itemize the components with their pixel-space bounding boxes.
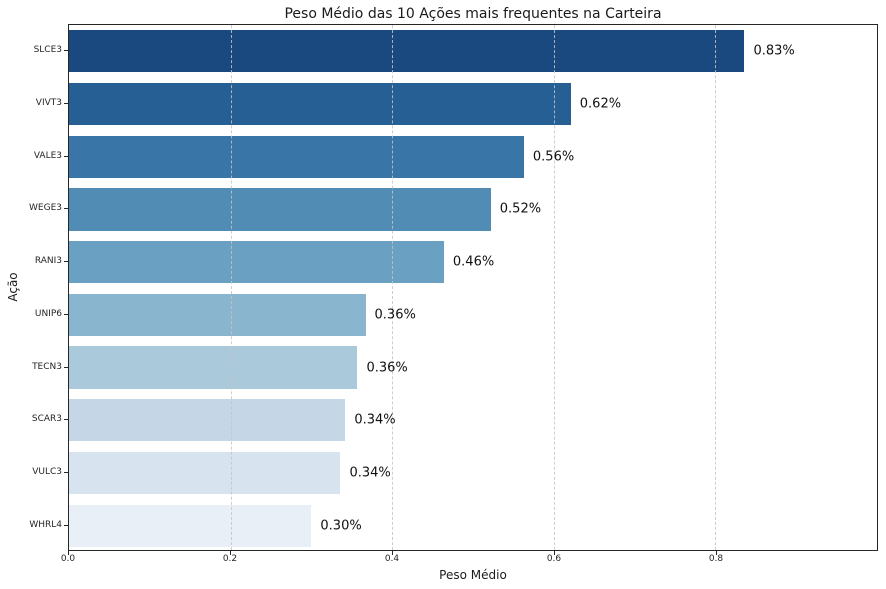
bar-VIVT3 [69,82,571,126]
ytick-mark-WHRL4 [64,524,68,526]
bar-UNIP6 [69,293,366,336]
xtick-label-0.8: 0.8 [708,554,724,564]
ytick-label-SLCE3: SLCE3 [33,45,62,56]
chart-title: Peso Médio das 10 Ações mais frequentes … [284,6,662,22]
ytick-label-VULC3: VULC3 [32,466,62,477]
gridline-x-0.8 [715,25,717,550]
ytick-mark-VULC3 [64,471,68,473]
bar-value-VALE3: 0.56% [532,149,575,165]
ytick-label-UNIP6: UNIP6 [34,308,62,319]
ytick-label-WEGE3: WEGE3 [29,203,62,214]
xtick-mark-0.4 [392,551,393,555]
ytick-mark-WEGE3 [64,208,68,210]
xtick-label-0.6: 0.6 [546,554,562,564]
ytick-label-RANI3: RANI3 [34,256,62,267]
bar-value-WHRL4: 0.30% [320,518,362,534]
ytick-mark-TECN3 [64,366,68,368]
ytick-label-VALE3: VALE3 [33,150,62,161]
bar-WEGE3 [69,188,491,231]
bar-value-SCAR3: 0.34% [354,412,396,428]
ytick-mark-SLCE3 [64,50,68,52]
x-axis-label: Peso Médio [439,568,507,582]
bar-value-SLCE3: 0.83% [753,43,795,59]
ytick-mark-UNIP6 [64,313,68,315]
bar-SLCE3 [69,30,745,73]
ytick-label-VIVT3: VIVT3 [35,98,62,109]
xtick-label-0.2: 0.2 [222,554,238,564]
xtick-label-0.0: 0.0 [60,554,76,564]
xtick-mark-0.6 [554,551,555,555]
bar-value-WEGE3: 0.52% [499,201,542,217]
bar-WHRL4 [69,504,312,547]
bar-VALE3 [69,135,524,178]
ytick-mark-RANI3 [64,261,68,263]
ytick-label-TECN3: TECN3 [32,361,62,372]
bar-value-TECN3: 0.36% [366,360,408,376]
ytick-mark-VALE3 [64,155,68,157]
bar-TECN3 [69,346,358,389]
xtick-label-0.4: 0.4 [384,554,400,564]
gridline-x-0.4 [392,25,394,550]
ytick-label-SCAR3: SCAR3 [31,414,62,425]
xtick-mark-0.8 [716,551,717,555]
bar-RANI3 [69,241,444,284]
gridline-x-0.6 [553,25,555,550]
xtick-mark-0.0 [68,551,69,555]
xtick-mark-0.2 [230,551,231,555]
ytick-label-WHRL4: WHRL4 [29,519,62,530]
bar-value-VULC3: 0.34% [349,465,391,481]
plot-area: 0.83% 0.62% 0.56% 0.52% 0.46% 0.36% 0.36% 0.34%… [68,24,878,551]
bar-value-RANI3: 0.46% [452,254,495,270]
bar-SCAR3 [69,399,346,442]
bar-value-UNIP6: 0.36% [374,307,416,323]
gridline-x-0.2 [230,25,232,550]
bar-VULC3 [69,451,341,495]
ytick-mark-VIVT3 [64,103,68,105]
ytick-mark-SCAR3 [64,419,68,421]
bar-value-VIVT3: 0.62% [579,96,622,112]
